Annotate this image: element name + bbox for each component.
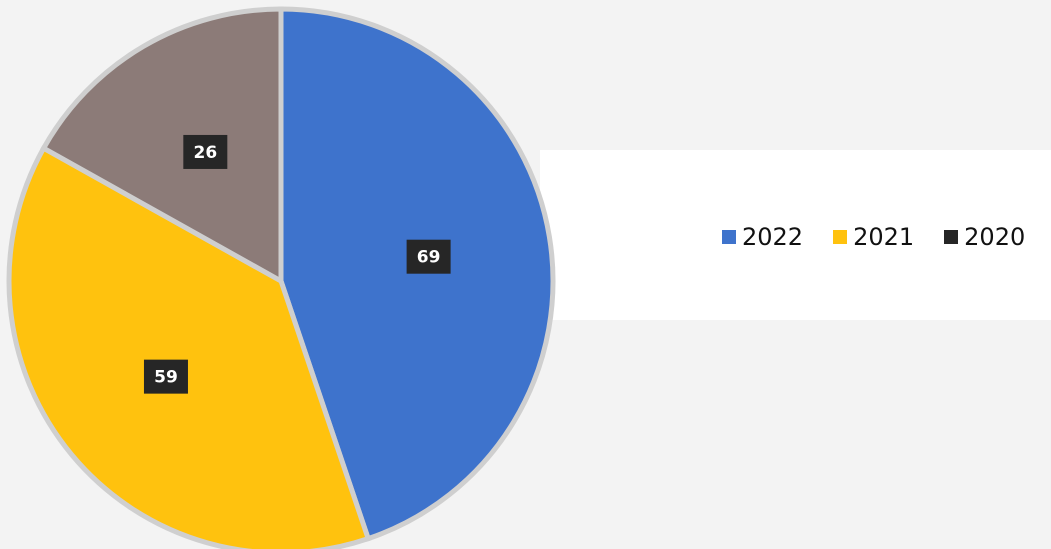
legend-swatch-2020 (944, 230, 959, 244)
legend-item-2022: 2022 (722, 223, 803, 251)
legend-swatch-2021 (833, 230, 848, 244)
legend-label-2021: 2021 (853, 223, 915, 251)
data-label-2022: 69 (406, 239, 451, 274)
legend-label-2020: 2020 (964, 223, 1026, 251)
pie-slice-2022 (278, 6, 556, 542)
data-label-2020: 26 (183, 134, 228, 169)
data-label-value-2020: 26 (193, 143, 217, 163)
legend-label-2022: 2022 (742, 223, 804, 251)
chart-legend: 2022 2021 2020 (722, 220, 1025, 254)
pie-slice-2020 (40, 6, 284, 286)
data-label-value-2022: 69 (417, 248, 441, 268)
legend-background-band (540, 150, 1051, 320)
legend-swatch-2022 (722, 230, 736, 244)
pie-slice-2021 (6, 144, 372, 549)
data-label-2021: 59 (143, 359, 188, 394)
legend-item-2020: 2020 (944, 223, 1025, 251)
data-label-value-2021: 59 (154, 368, 178, 388)
legend-item-2021: 2021 (833, 223, 914, 251)
